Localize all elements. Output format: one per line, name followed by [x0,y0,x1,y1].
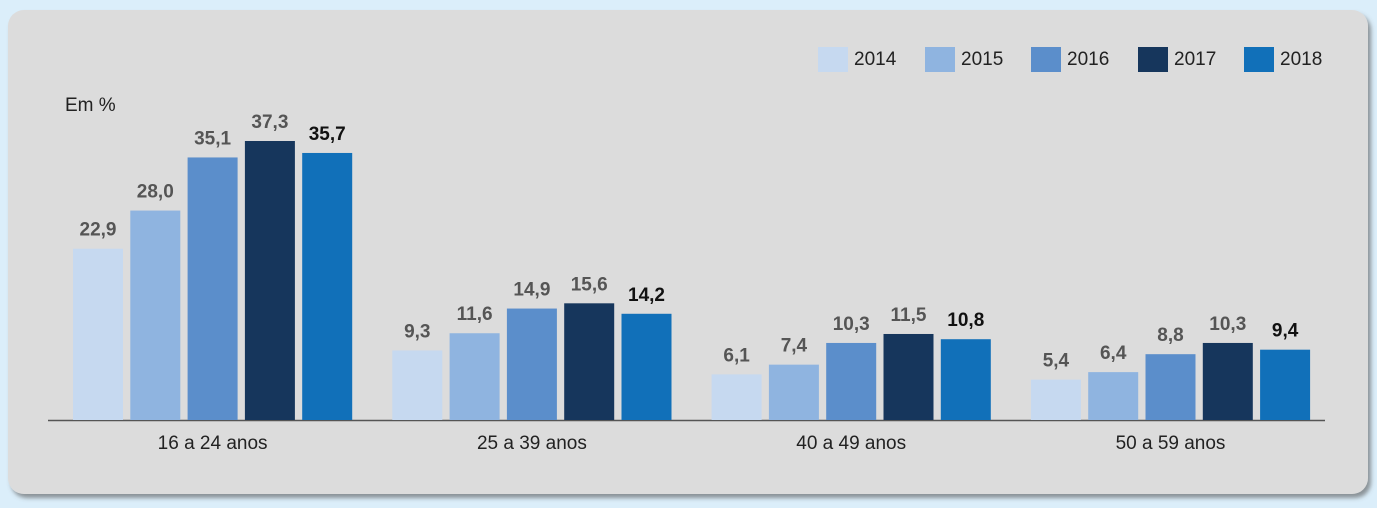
legend-label: 2018 [1280,49,1322,70]
x-tick-label: 50 a 59 anos [1116,433,1226,454]
data-label: 11,6 [457,304,493,325]
data-label: 6,4 [1100,343,1127,364]
bar [711,374,762,420]
legend-swatch [818,47,848,72]
data-label: 22,9 [80,220,117,241]
bar [73,248,123,420]
bar [621,313,672,420]
data-label: 7,4 [781,336,808,357]
bar [1202,342,1253,420]
bar [244,140,295,420]
data-label: 5,4 [1043,351,1070,372]
data-label: 10,3 [833,314,870,335]
bar [1030,379,1081,420]
bar [506,308,557,420]
data-label: 14,9 [513,280,550,301]
legend-label: 2016 [1067,49,1109,70]
bar [302,152,353,421]
data-label: 9,4 [1272,321,1299,342]
legend-swatch [925,47,955,72]
data-label: 14,2 [628,285,665,306]
bar [1260,349,1311,420]
data-label: 6,1 [723,345,750,366]
data-label: 28,0 [137,182,174,203]
data-label: 10,3 [1209,314,1246,335]
data-label: 9,3 [404,321,430,342]
unit-label: Em % [65,95,116,116]
x-tick-label: 16 a 24 anos [158,433,268,454]
bar [940,339,991,420]
data-label: 10,8 [947,310,984,331]
legend-label: 2015 [961,49,1003,70]
legend-swatch [1244,47,1274,72]
data-label: 15,6 [571,274,608,295]
legend-swatch [1138,47,1168,72]
bar [449,333,500,420]
bar [1088,372,1139,420]
bar [392,350,443,420]
bar [826,342,877,420]
bar [130,210,181,420]
data-label: 8,8 [1157,325,1183,346]
bar [187,157,238,420]
x-tick-label: 25 a 39 anos [477,433,587,454]
bar [564,303,615,420]
bar [883,333,934,420]
data-label: 37,3 [251,112,288,133]
x-tick-label: 40 a 49 anos [796,433,906,454]
legend-label: 2014 [854,49,897,70]
data-label: 11,5 [891,305,927,326]
bar [1145,354,1196,420]
legend-label: 2017 [1174,49,1216,70]
legend-swatch [1031,47,1061,72]
data-label: 35,7 [309,124,346,145]
data-label: 35,1 [194,128,231,149]
bar [768,364,819,420]
